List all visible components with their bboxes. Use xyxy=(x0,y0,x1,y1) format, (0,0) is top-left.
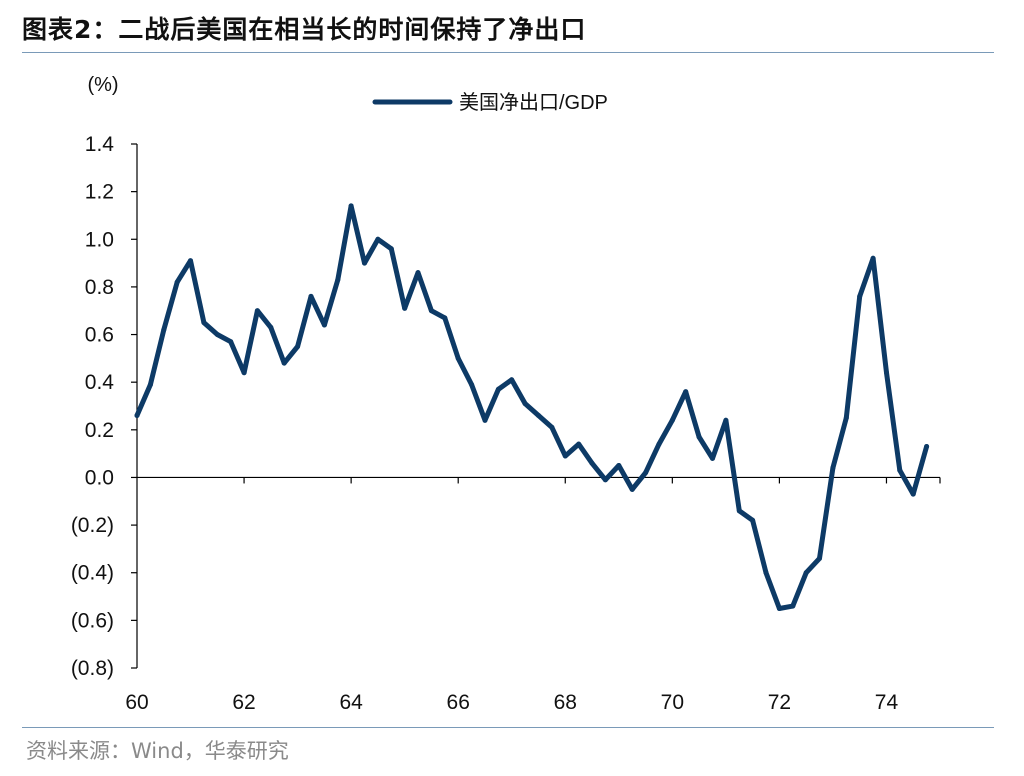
data-point xyxy=(402,305,408,311)
data-point xyxy=(375,236,381,242)
data-point xyxy=(790,603,796,609)
data-point xyxy=(268,324,274,330)
data-point xyxy=(281,360,287,366)
data-point xyxy=(910,491,916,497)
x-tick-label: 68 xyxy=(554,691,577,714)
data-point xyxy=(147,382,153,388)
data-point xyxy=(388,246,394,252)
data-point xyxy=(442,315,448,321)
data-point xyxy=(134,413,140,418)
data-point xyxy=(308,293,314,299)
data-point xyxy=(763,570,769,576)
data-point xyxy=(214,332,220,337)
x-tick-label: 72 xyxy=(768,691,791,714)
footer-divider xyxy=(22,727,994,728)
plot-area xyxy=(134,203,930,611)
data-point xyxy=(482,417,488,423)
data-point xyxy=(629,486,635,492)
x-tick-label: 62 xyxy=(232,691,255,714)
data-point xyxy=(669,417,675,423)
data-point xyxy=(884,370,889,376)
data-point xyxy=(348,203,354,209)
data-point xyxy=(736,508,742,514)
x-tick-label: 64 xyxy=(339,691,363,714)
series-line xyxy=(134,203,930,611)
y-tick-label: (0.4) xyxy=(71,562,114,585)
y-tick-label: 0.6 xyxy=(85,324,114,347)
data-point xyxy=(776,606,782,611)
data-point xyxy=(415,270,421,276)
figure-title: 图表2：二战后美国在相当长的时间保持了净出口 xyxy=(22,15,587,44)
data-point xyxy=(616,463,622,468)
data-point xyxy=(897,467,903,473)
data-point xyxy=(495,386,501,392)
legend: 美国净出口/GDP xyxy=(372,91,608,114)
data-point xyxy=(830,465,836,471)
x-axis: 60 62 64 66 68 70 72 74 xyxy=(125,476,941,714)
data-point xyxy=(602,477,608,483)
data-point xyxy=(576,441,582,447)
data-point xyxy=(817,555,822,561)
data-point xyxy=(428,308,434,314)
data-point xyxy=(803,570,809,576)
data-point xyxy=(723,417,729,423)
y-tick-label: 1.4 xyxy=(85,133,115,156)
y-tick-label: (0.6) xyxy=(71,609,114,632)
y-axis: 1.4 1.2 1.0 0.8 0.6 0.4 0.2 0.0 (0.2) (0.4) (0.6) (… xyxy=(71,133,138,680)
data-point xyxy=(870,255,876,261)
data-point xyxy=(656,441,662,447)
data-point xyxy=(750,517,756,523)
y-tick-label: (0.8) xyxy=(71,657,114,680)
data-point xyxy=(589,460,595,466)
x-tick-label: 70 xyxy=(661,691,684,714)
data-point xyxy=(683,389,689,395)
x-tick-label: 66 xyxy=(447,691,470,714)
data-point xyxy=(843,415,849,421)
y-axis-unit-label: (%) xyxy=(87,74,118,96)
y-tick-label: (0.2) xyxy=(71,514,114,537)
y-tick-label: 0.0 xyxy=(85,466,114,489)
data-point xyxy=(469,382,475,388)
data-point xyxy=(321,322,327,328)
data-point xyxy=(549,424,555,430)
data-point xyxy=(254,308,260,314)
source-note: 资料来源：Wind，华泰研究 xyxy=(26,739,289,763)
y-tick-label: 0.8 xyxy=(85,276,114,299)
data-point xyxy=(562,453,568,459)
data-point xyxy=(536,413,541,418)
data-point xyxy=(335,277,341,283)
y-tick-label: 1.2 xyxy=(85,181,114,204)
y-tick-label: 0.2 xyxy=(85,419,114,442)
data-point xyxy=(161,327,167,333)
data-point xyxy=(295,344,301,349)
title-divider xyxy=(22,52,994,53)
data-point xyxy=(509,377,515,383)
legend-label: 美国净出口/GDP xyxy=(459,91,608,114)
x-tick-label: 74 xyxy=(875,691,899,714)
data-point xyxy=(924,444,930,449)
data-point xyxy=(201,320,207,326)
y-tick-label: 1.0 xyxy=(85,228,114,251)
data-point xyxy=(188,258,193,264)
data-point xyxy=(455,355,461,361)
data-point xyxy=(174,279,180,285)
data-point xyxy=(696,434,702,440)
data-point xyxy=(228,339,234,345)
data-point xyxy=(522,401,528,407)
data-point xyxy=(643,470,649,476)
data-point xyxy=(710,455,715,461)
data-point xyxy=(241,370,247,376)
data-point xyxy=(362,260,367,266)
data-point xyxy=(857,293,863,299)
y-tick-label: 0.4 xyxy=(85,371,115,394)
x-tick-label: 60 xyxy=(125,691,148,714)
